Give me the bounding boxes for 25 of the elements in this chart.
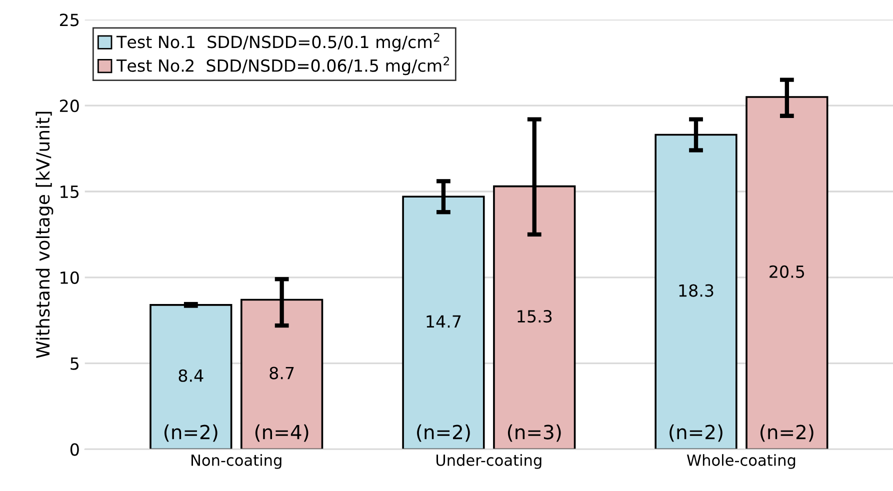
y-tick-label: 5 bbox=[70, 358, 79, 370]
data-label: 20.5 bbox=[770, 265, 804, 278]
y-tick-label: 15 bbox=[60, 186, 79, 198]
x-tick-label: Whole-coating bbox=[686, 454, 796, 469]
data-label: 8.7 bbox=[270, 366, 294, 380]
data-label: 15.3 bbox=[518, 310, 552, 323]
y-tick-label: 10 bbox=[60, 271, 79, 284]
x-tick-label: Non-coating bbox=[192, 454, 282, 469]
annotation: (n=2) bbox=[670, 424, 722, 442]
annotation: (n=4) bbox=[255, 424, 308, 442]
annotation: (n=2) bbox=[417, 424, 470, 442]
legend-label: Test No.2 SDD/NSDD=0.06/1.5 mg/cm$^{2}$ bbox=[116, 56, 450, 76]
annotation: (n=3) bbox=[508, 424, 561, 442]
annotation: (n=2) bbox=[164, 424, 218, 442]
y-tick-label: 25 bbox=[60, 14, 79, 26]
annotation: (n=2) bbox=[760, 424, 814, 442]
data-label: 14.7 bbox=[426, 315, 461, 328]
y-tick-label: 0 bbox=[70, 443, 79, 456]
legend-label: Test No.1 SDD/NSDD=0.5/0.1 mg/cm$^{2}$ bbox=[116, 32, 440, 52]
bar bbox=[150, 304, 232, 450]
data-label: 18.3 bbox=[679, 284, 714, 297]
y-tick-label: 20 bbox=[60, 100, 79, 112]
y-axis-title: Withstand voltage [kV/unit] bbox=[36, 112, 54, 358]
x-tick-label: Under-coating bbox=[436, 454, 542, 469]
data-label: 8.4 bbox=[178, 369, 204, 382]
